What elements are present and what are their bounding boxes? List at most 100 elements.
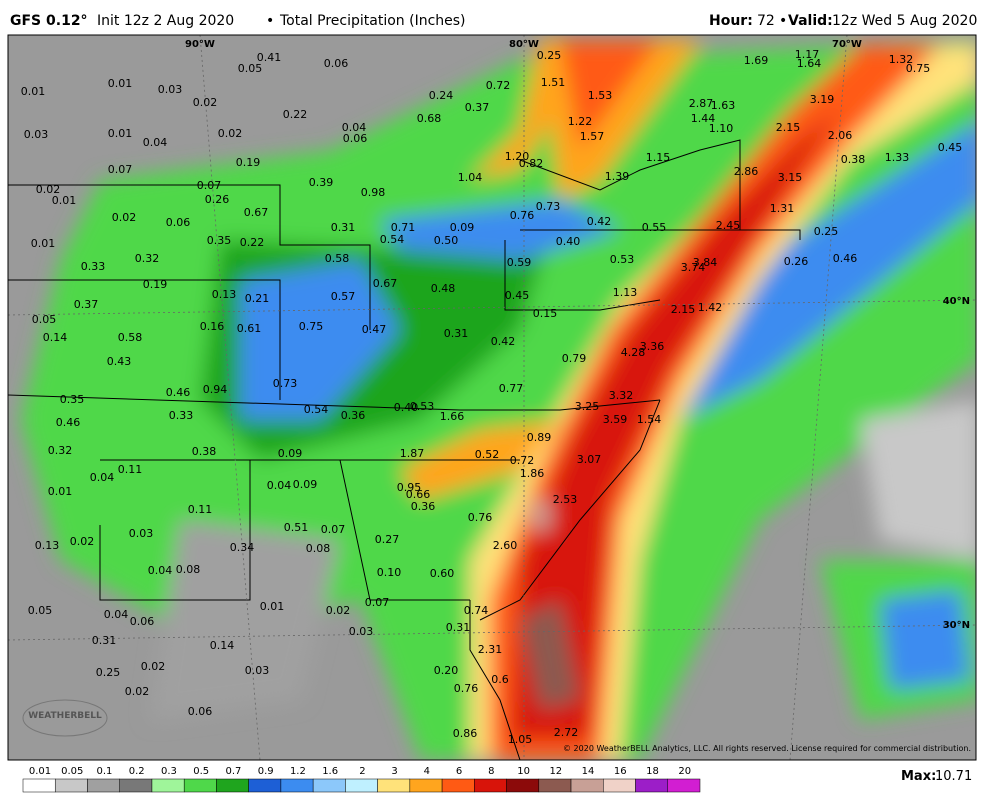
value-label: 0.22	[283, 108, 308, 121]
value-label: 0.01	[260, 600, 285, 613]
value-label: 0.74	[464, 604, 489, 617]
value-label: 0.67	[244, 206, 269, 219]
value-label: 1.05	[508, 733, 533, 746]
value-label: 2.87	[689, 97, 714, 110]
value-label: 0.86	[453, 727, 478, 740]
value-label: 0.71	[391, 221, 416, 234]
value-label: 0.14	[210, 639, 235, 652]
value-label: 0.04	[104, 608, 129, 621]
value-label: 1.64	[797, 57, 822, 70]
value-label: 0.07	[197, 179, 222, 192]
value-label: 0.03	[349, 625, 374, 638]
value-label: 0.53	[610, 253, 635, 266]
max-value: 10.71	[935, 769, 972, 784]
value-label: 1.69	[744, 54, 769, 67]
value-label: 0.06	[166, 216, 191, 229]
value-label: 0.46	[166, 386, 191, 399]
value-label: 0.04	[90, 471, 115, 484]
value-label: 0.13	[35, 539, 60, 552]
grid-label: 80°W	[509, 39, 539, 50]
value-label: 0.20	[434, 664, 459, 677]
colorbar-label: 20	[678, 766, 691, 777]
value-label: 1.22	[568, 115, 593, 128]
value-label: 0.76	[510, 209, 535, 222]
value-label: 0.03	[245, 664, 270, 677]
value-label: 0.19	[143, 278, 168, 291]
boundaries	[8, 139, 801, 760]
value-label: 0.11	[188, 503, 213, 516]
value-label: 2.72	[554, 726, 579, 739]
value-label: 0.01	[108, 77, 133, 90]
value-label: 0.02	[112, 211, 137, 224]
hour-label: Hour:	[709, 13, 753, 29]
colorbar-swatch	[667, 778, 701, 793]
value-label: 1.33	[885, 151, 910, 164]
value-label: 0.02	[125, 685, 150, 698]
value-label: 4.28	[621, 346, 646, 359]
value-label: 0.76	[468, 511, 493, 524]
value-label: 0.08	[306, 542, 331, 555]
value-label: 0.43	[107, 355, 132, 368]
value-label: 0.72	[510, 454, 535, 467]
value-label: 0.08	[176, 563, 201, 576]
value-label: 0.26	[205, 193, 230, 206]
colorbar-swatch	[119, 778, 153, 793]
value-label: 2.15	[776, 121, 801, 134]
value-label: 3.36	[640, 340, 665, 353]
colorbar-label: 0.7	[225, 766, 241, 777]
value-label: 2.53	[553, 493, 578, 506]
value-label: 1.32	[889, 53, 914, 66]
value-label: 0.72	[486, 79, 511, 92]
value-label: 0.01	[52, 194, 77, 207]
value-label: 0.58	[325, 252, 350, 265]
value-label: 0.32	[135, 252, 160, 265]
value-label: 1.10	[709, 122, 734, 135]
value-label: 0.05	[32, 313, 57, 326]
value-label: 1.53	[588, 89, 613, 102]
value-label: 0.02	[218, 127, 243, 140]
colorbar-swatch	[183, 778, 217, 793]
value-label: 0.73	[273, 377, 298, 390]
value-label: 0.61	[237, 322, 262, 335]
value-label: 1.54	[637, 413, 662, 426]
value-label: 0.02	[326, 604, 351, 617]
value-label: 0.06	[343, 132, 368, 145]
value-label: 0.04	[148, 564, 173, 577]
value-label: 3.25	[575, 400, 600, 413]
value-label: 0.15	[533, 307, 558, 320]
value-label: 0.06	[324, 57, 349, 70]
value-label: 0.01	[108, 127, 133, 140]
value-label: 0.45	[505, 289, 530, 302]
value-label: 0.54	[304, 403, 329, 416]
grid-label: 40°N	[943, 296, 970, 307]
value-label: 1.87	[400, 447, 425, 460]
value-label: 0.25	[537, 49, 562, 62]
colorbar-swatch	[22, 778, 56, 793]
value-label: 0.25	[814, 225, 839, 238]
value-label: 3.32	[609, 389, 634, 402]
value-label: 0.03	[24, 128, 49, 141]
value-label: 0.45	[938, 141, 963, 154]
colorbar-swatch	[345, 778, 378, 793]
value-label: 2.45	[716, 219, 741, 232]
value-label: 0.51	[284, 521, 309, 534]
value-label: 0.53	[410, 400, 435, 413]
value-label: 0.76	[454, 682, 479, 695]
colorbar-label: 1.2	[290, 766, 306, 777]
colorbar-swatch	[87, 778, 120, 793]
value-label: 0.02	[36, 183, 61, 196]
value-label: 1.04	[458, 171, 483, 184]
value-label: 0.38	[192, 445, 217, 458]
colorbar-swatch	[280, 778, 314, 793]
value-label: 0.31	[446, 621, 471, 634]
value-label: 0.21	[245, 292, 270, 305]
model: GFS 0.12°	[10, 13, 88, 29]
value-label: 0.11	[118, 463, 143, 476]
value-label: 1.39	[605, 170, 630, 183]
colorbar-swatch	[570, 778, 604, 793]
value-label: 0.95	[397, 481, 422, 494]
value-label: 0.36	[411, 500, 436, 513]
value-label: 0.07	[108, 163, 133, 176]
value-label: 0.50	[434, 234, 459, 247]
